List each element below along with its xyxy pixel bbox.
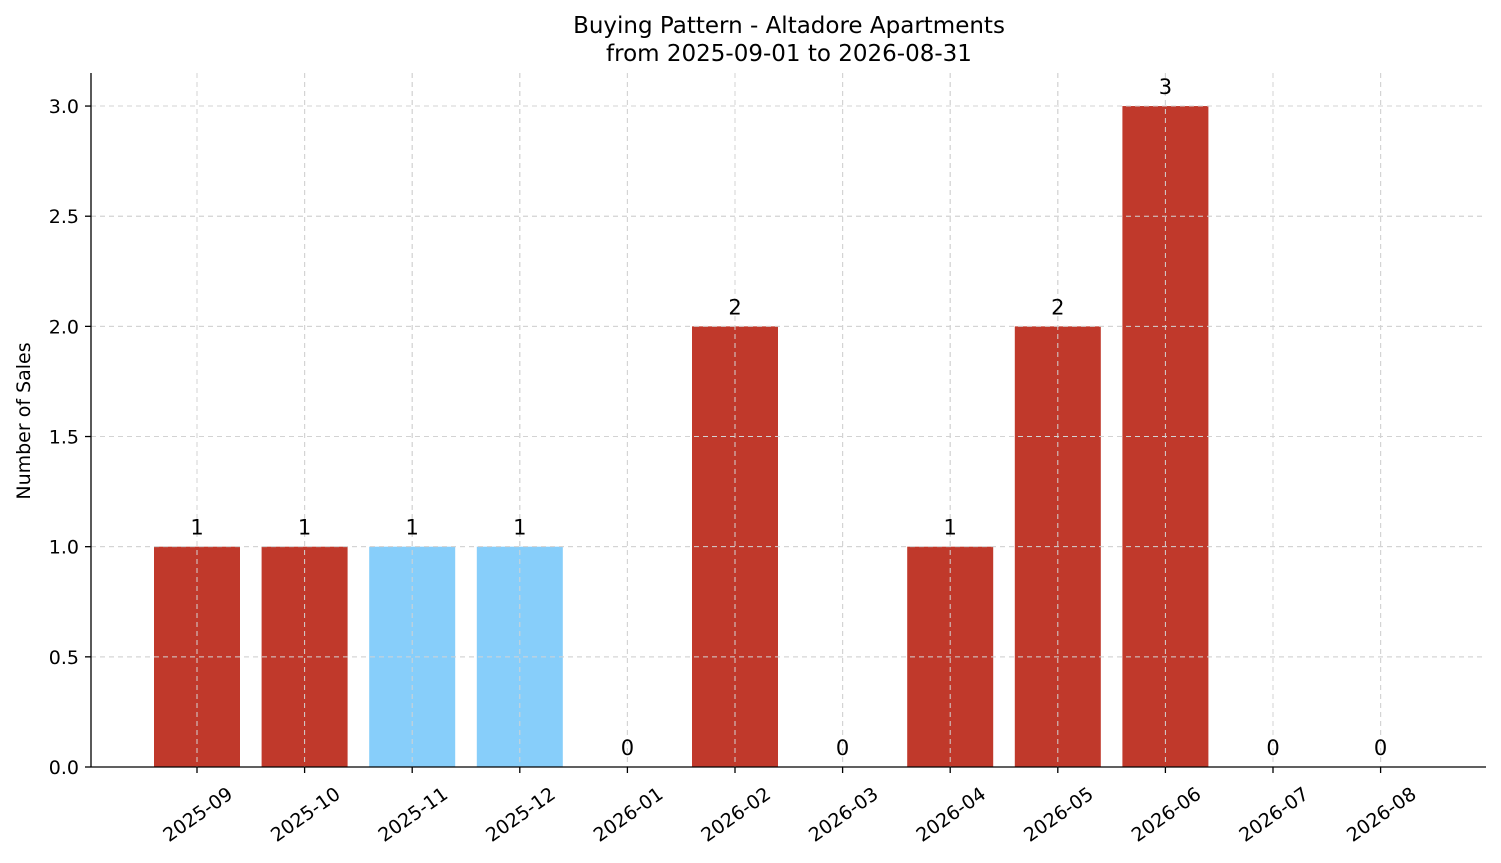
data-label-2026-07: 0 — [1266, 736, 1279, 760]
y-tick-label: 2.5 — [49, 206, 79, 228]
data-label-2025-11: 1 — [406, 516, 419, 540]
data-label-2026-08: 0 — [1374, 736, 1387, 760]
x-tick-label: 2025-11 — [374, 783, 452, 847]
data-label-2025-10: 1 — [298, 516, 311, 540]
x-tick-label: 2026-08 — [1343, 783, 1421, 847]
y-tick-label: 3.0 — [49, 96, 79, 118]
data-label-2026-06: 3 — [1159, 75, 1172, 99]
x-tick-label: 2026-01 — [590, 783, 668, 847]
x-tick-label: 2025-09 — [159, 783, 237, 847]
x-tick-label: 2026-04 — [912, 783, 990, 847]
chart-title: Buying Pattern - Altadore Apartments — [573, 13, 1005, 39]
data-label-2026-02: 2 — [728, 295, 741, 319]
data-label-2026-04: 1 — [944, 516, 957, 540]
y-tick-label: 1.0 — [49, 537, 79, 559]
x-tick-label: 2026-05 — [1020, 783, 1098, 847]
data-label-2026-05: 2 — [1051, 295, 1064, 319]
y-tick-label: 1.5 — [49, 427, 79, 449]
x-tick-label: 2026-07 — [1235, 783, 1313, 847]
y-tick-label: 0.0 — [49, 757, 79, 779]
data-label-2026-01: 0 — [621, 736, 634, 760]
y-axis-label: Number of Sales — [13, 342, 35, 499]
chart-subtitle: from 2025-09-01 to 2026-08-31 — [606, 41, 972, 67]
x-tick-label: 2026-02 — [697, 783, 775, 847]
y-tick-label: 2.0 — [49, 316, 79, 338]
x-tick-label: 2026-06 — [1128, 783, 1206, 847]
bar-layer — [154, 106, 1209, 768]
data-label-2025-09: 1 — [190, 516, 203, 540]
x-tick-label: 2026-03 — [805, 783, 883, 847]
data-label-2025-12: 1 — [513, 516, 526, 540]
x-tick-label: 2025-10 — [267, 783, 345, 847]
data-label-2026-03: 0 — [836, 736, 849, 760]
y-tick-label: 0.5 — [49, 647, 79, 669]
x-tick-label: 2025-12 — [482, 783, 560, 847]
